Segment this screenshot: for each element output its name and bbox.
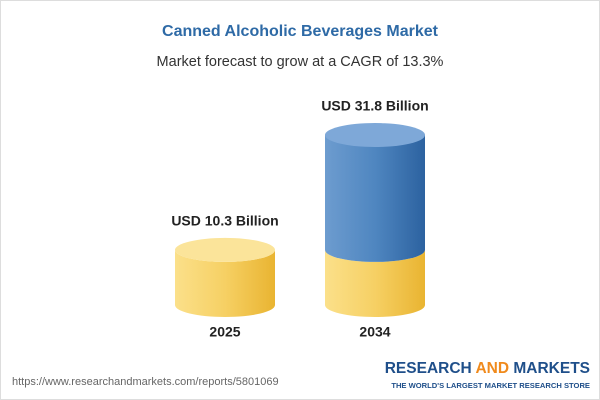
x-tick-label: 2025 bbox=[209, 324, 240, 340]
cylinder-top bbox=[175, 237, 275, 262]
brand-word: AND bbox=[475, 360, 509, 377]
cylinder-body bbox=[175, 249, 275, 317]
value-label: USD 10.3 Billion bbox=[171, 213, 278, 229]
tagline: THE WORLD'S LARGEST MARKET RESEARCH STOR… bbox=[391, 381, 590, 390]
brand-word: MARKETS bbox=[513, 360, 590, 377]
value-label: USD 31.8 Billion bbox=[321, 98, 428, 114]
source-url: https://www.researchandmarkets.com/repor… bbox=[12, 376, 279, 388]
brand: RESEARCH AND MARKETS bbox=[385, 360, 590, 377]
chart-subtitle: Market forecast to grow at a CAGR of 13.… bbox=[157, 54, 444, 70]
cylinder-body bbox=[325, 249, 425, 317]
cylinder-body bbox=[325, 135, 425, 262]
x-tick-label: 2034 bbox=[359, 324, 390, 340]
chart-title: Canned Alcoholic Beverages Market bbox=[162, 23, 439, 40]
brand-word: RESEARCH bbox=[385, 360, 472, 377]
cylinder-top bbox=[325, 123, 425, 147]
